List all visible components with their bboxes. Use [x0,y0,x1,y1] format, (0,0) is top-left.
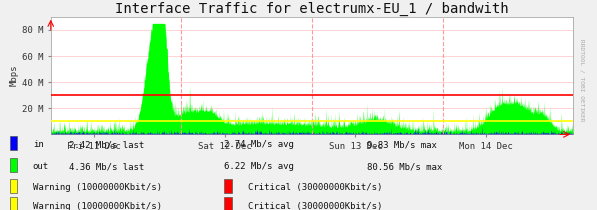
Text: Critical (30000000Kbit/s): Critical (30000000Kbit/s) [248,202,382,210]
Title: Interface Traffic for electrumx-EU_1 / bandwith: Interface Traffic for electrumx-EU_1 / b… [115,2,509,16]
Text: 2.74 Mb/s avg: 2.74 Mb/s avg [224,140,294,149]
Text: 9.83 Mb/s max: 9.83 Mb/s max [367,140,437,149]
Text: 80.56 Mb/s max: 80.56 Mb/s max [367,162,442,171]
Text: Critical (30000000Kbit/s): Critical (30000000Kbit/s) [248,183,382,192]
Text: Warning (10000000Kbit/s): Warning (10000000Kbit/s) [33,183,162,192]
Text: 2.42 Mb/s last: 2.42 Mb/s last [69,140,144,149]
Text: out: out [33,162,49,171]
Y-axis label: Mbps: Mbps [10,65,19,86]
Text: Warning (10000000Kbit/s): Warning (10000000Kbit/s) [33,202,162,210]
Text: RRDTOOL / TOBI OETIKER: RRDTOOL / TOBI OETIKER [580,39,584,121]
Text: 4.36 Mb/s last: 4.36 Mb/s last [69,162,144,171]
Text: 6.22 Mb/s avg: 6.22 Mb/s avg [224,162,294,171]
Text: in: in [33,140,44,149]
